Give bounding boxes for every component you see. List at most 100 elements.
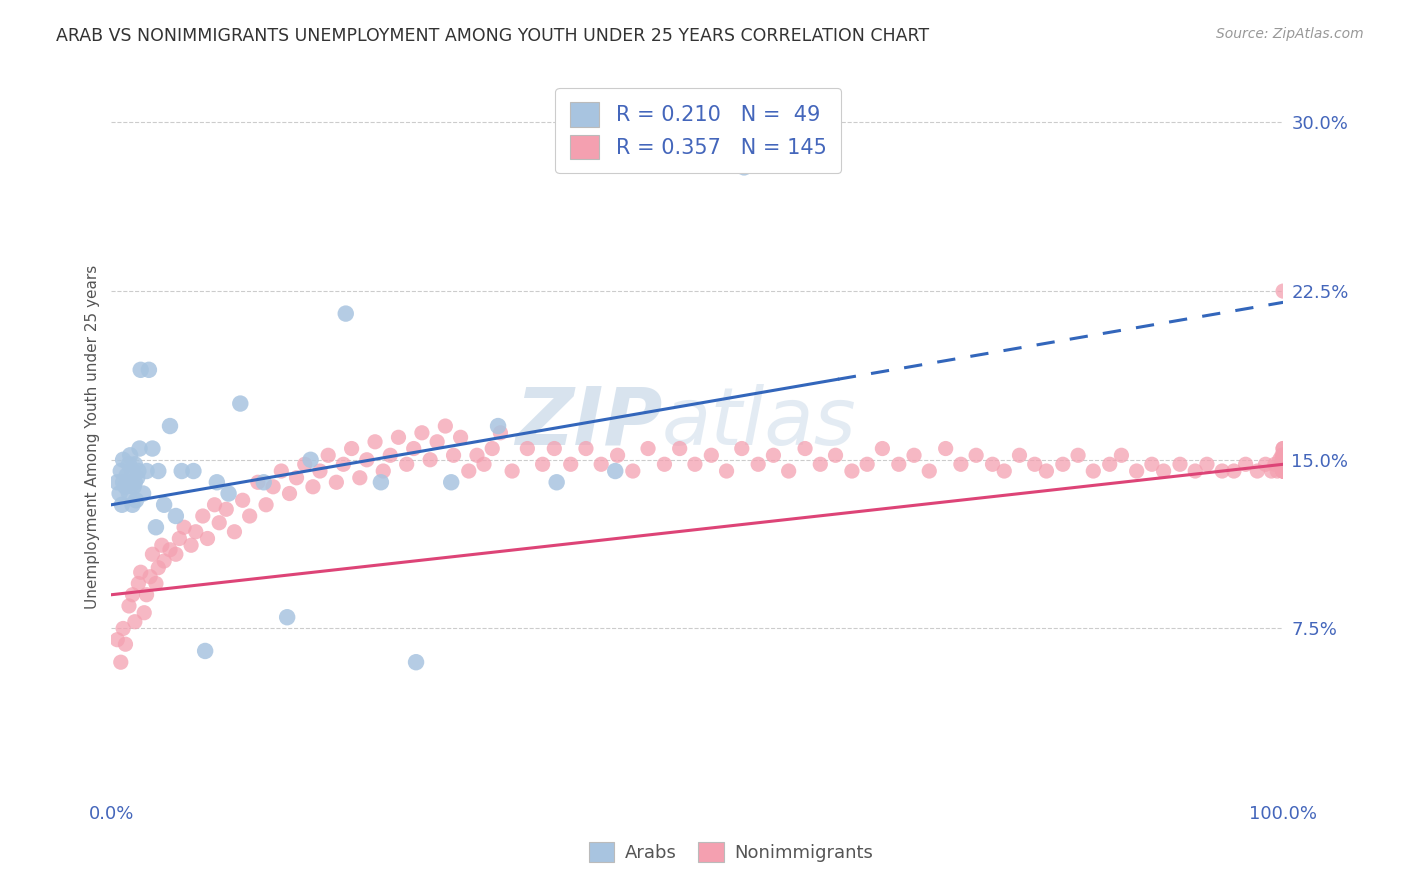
Point bbox=[153, 498, 176, 512]
Point bbox=[546, 475, 568, 490]
Point bbox=[1024, 457, 1046, 471]
Point bbox=[294, 457, 316, 471]
Point bbox=[218, 486, 240, 500]
Point bbox=[1246, 464, 1268, 478]
Point bbox=[335, 307, 357, 321]
Point bbox=[486, 419, 509, 434]
Point bbox=[405, 655, 427, 669]
Point bbox=[560, 457, 582, 471]
Point bbox=[1125, 464, 1147, 478]
Point bbox=[457, 464, 479, 478]
Point bbox=[426, 434, 449, 449]
Point bbox=[675, 149, 697, 163]
Point bbox=[165, 508, 187, 523]
Point bbox=[637, 442, 659, 456]
Point bbox=[165, 547, 187, 561]
Point bbox=[170, 464, 193, 478]
Point bbox=[1111, 448, 1133, 462]
Point bbox=[1272, 457, 1295, 471]
Point bbox=[246, 475, 269, 490]
Point bbox=[1272, 457, 1295, 471]
Point bbox=[229, 396, 252, 410]
Point bbox=[205, 475, 228, 490]
Point bbox=[700, 448, 723, 462]
Point bbox=[824, 448, 846, 462]
Point bbox=[808, 457, 831, 471]
Point bbox=[299, 452, 322, 467]
Point bbox=[340, 442, 363, 456]
Point bbox=[110, 464, 132, 478]
Point bbox=[1140, 457, 1163, 471]
Point bbox=[150, 538, 173, 552]
Point bbox=[105, 475, 128, 490]
Point bbox=[114, 637, 136, 651]
Point bbox=[118, 486, 141, 500]
Point bbox=[1264, 457, 1286, 471]
Point bbox=[159, 419, 181, 434]
Point bbox=[141, 442, 163, 456]
Point bbox=[1098, 457, 1121, 471]
Point bbox=[605, 464, 627, 478]
Point bbox=[194, 644, 217, 658]
Point bbox=[716, 464, 738, 478]
Point bbox=[159, 542, 181, 557]
Point bbox=[516, 442, 538, 456]
Point bbox=[1008, 448, 1031, 462]
Point bbox=[856, 457, 879, 471]
Point bbox=[668, 442, 690, 456]
Point bbox=[1272, 457, 1295, 471]
Point bbox=[1272, 457, 1295, 471]
Point bbox=[197, 532, 219, 546]
Point bbox=[112, 622, 135, 636]
Point bbox=[121, 464, 143, 478]
Point bbox=[794, 442, 817, 456]
Point bbox=[173, 520, 195, 534]
Point bbox=[440, 475, 463, 490]
Point bbox=[731, 442, 754, 456]
Point bbox=[841, 464, 863, 478]
Point bbox=[278, 486, 301, 500]
Point bbox=[254, 498, 277, 512]
Text: Source: ZipAtlas.com: Source: ZipAtlas.com bbox=[1216, 27, 1364, 41]
Point bbox=[1272, 457, 1295, 471]
Legend: Arabs, Nonimmigrants: Arabs, Nonimmigrants bbox=[582, 834, 880, 870]
Point bbox=[127, 576, 149, 591]
Point bbox=[450, 430, 472, 444]
Point bbox=[127, 464, 149, 478]
Point bbox=[935, 442, 957, 456]
Point bbox=[993, 464, 1015, 478]
Point bbox=[1254, 457, 1277, 471]
Point bbox=[1272, 464, 1295, 478]
Point bbox=[575, 442, 598, 456]
Point bbox=[654, 457, 676, 471]
Point bbox=[1272, 442, 1295, 456]
Point bbox=[949, 457, 972, 471]
Text: atlas: atlas bbox=[662, 384, 856, 462]
Point bbox=[122, 480, 145, 494]
Point bbox=[370, 475, 392, 490]
Text: ZIP: ZIP bbox=[515, 384, 662, 462]
Point bbox=[1272, 457, 1295, 471]
Point bbox=[918, 464, 941, 478]
Point bbox=[325, 475, 347, 490]
Point bbox=[118, 599, 141, 613]
Point bbox=[135, 464, 157, 478]
Point bbox=[465, 448, 488, 462]
Point bbox=[762, 448, 785, 462]
Point bbox=[683, 457, 706, 471]
Point bbox=[380, 448, 402, 462]
Point bbox=[1184, 464, 1206, 478]
Point bbox=[1272, 457, 1295, 471]
Point bbox=[1272, 457, 1295, 471]
Point bbox=[138, 363, 160, 377]
Point bbox=[472, 457, 495, 471]
Point bbox=[316, 448, 339, 462]
Point bbox=[402, 442, 425, 456]
Point bbox=[145, 576, 167, 591]
Point bbox=[111, 498, 134, 512]
Point bbox=[125, 493, 148, 508]
Point bbox=[1270, 457, 1292, 471]
Point bbox=[489, 425, 512, 440]
Point bbox=[1272, 442, 1295, 456]
Point bbox=[1265, 464, 1288, 478]
